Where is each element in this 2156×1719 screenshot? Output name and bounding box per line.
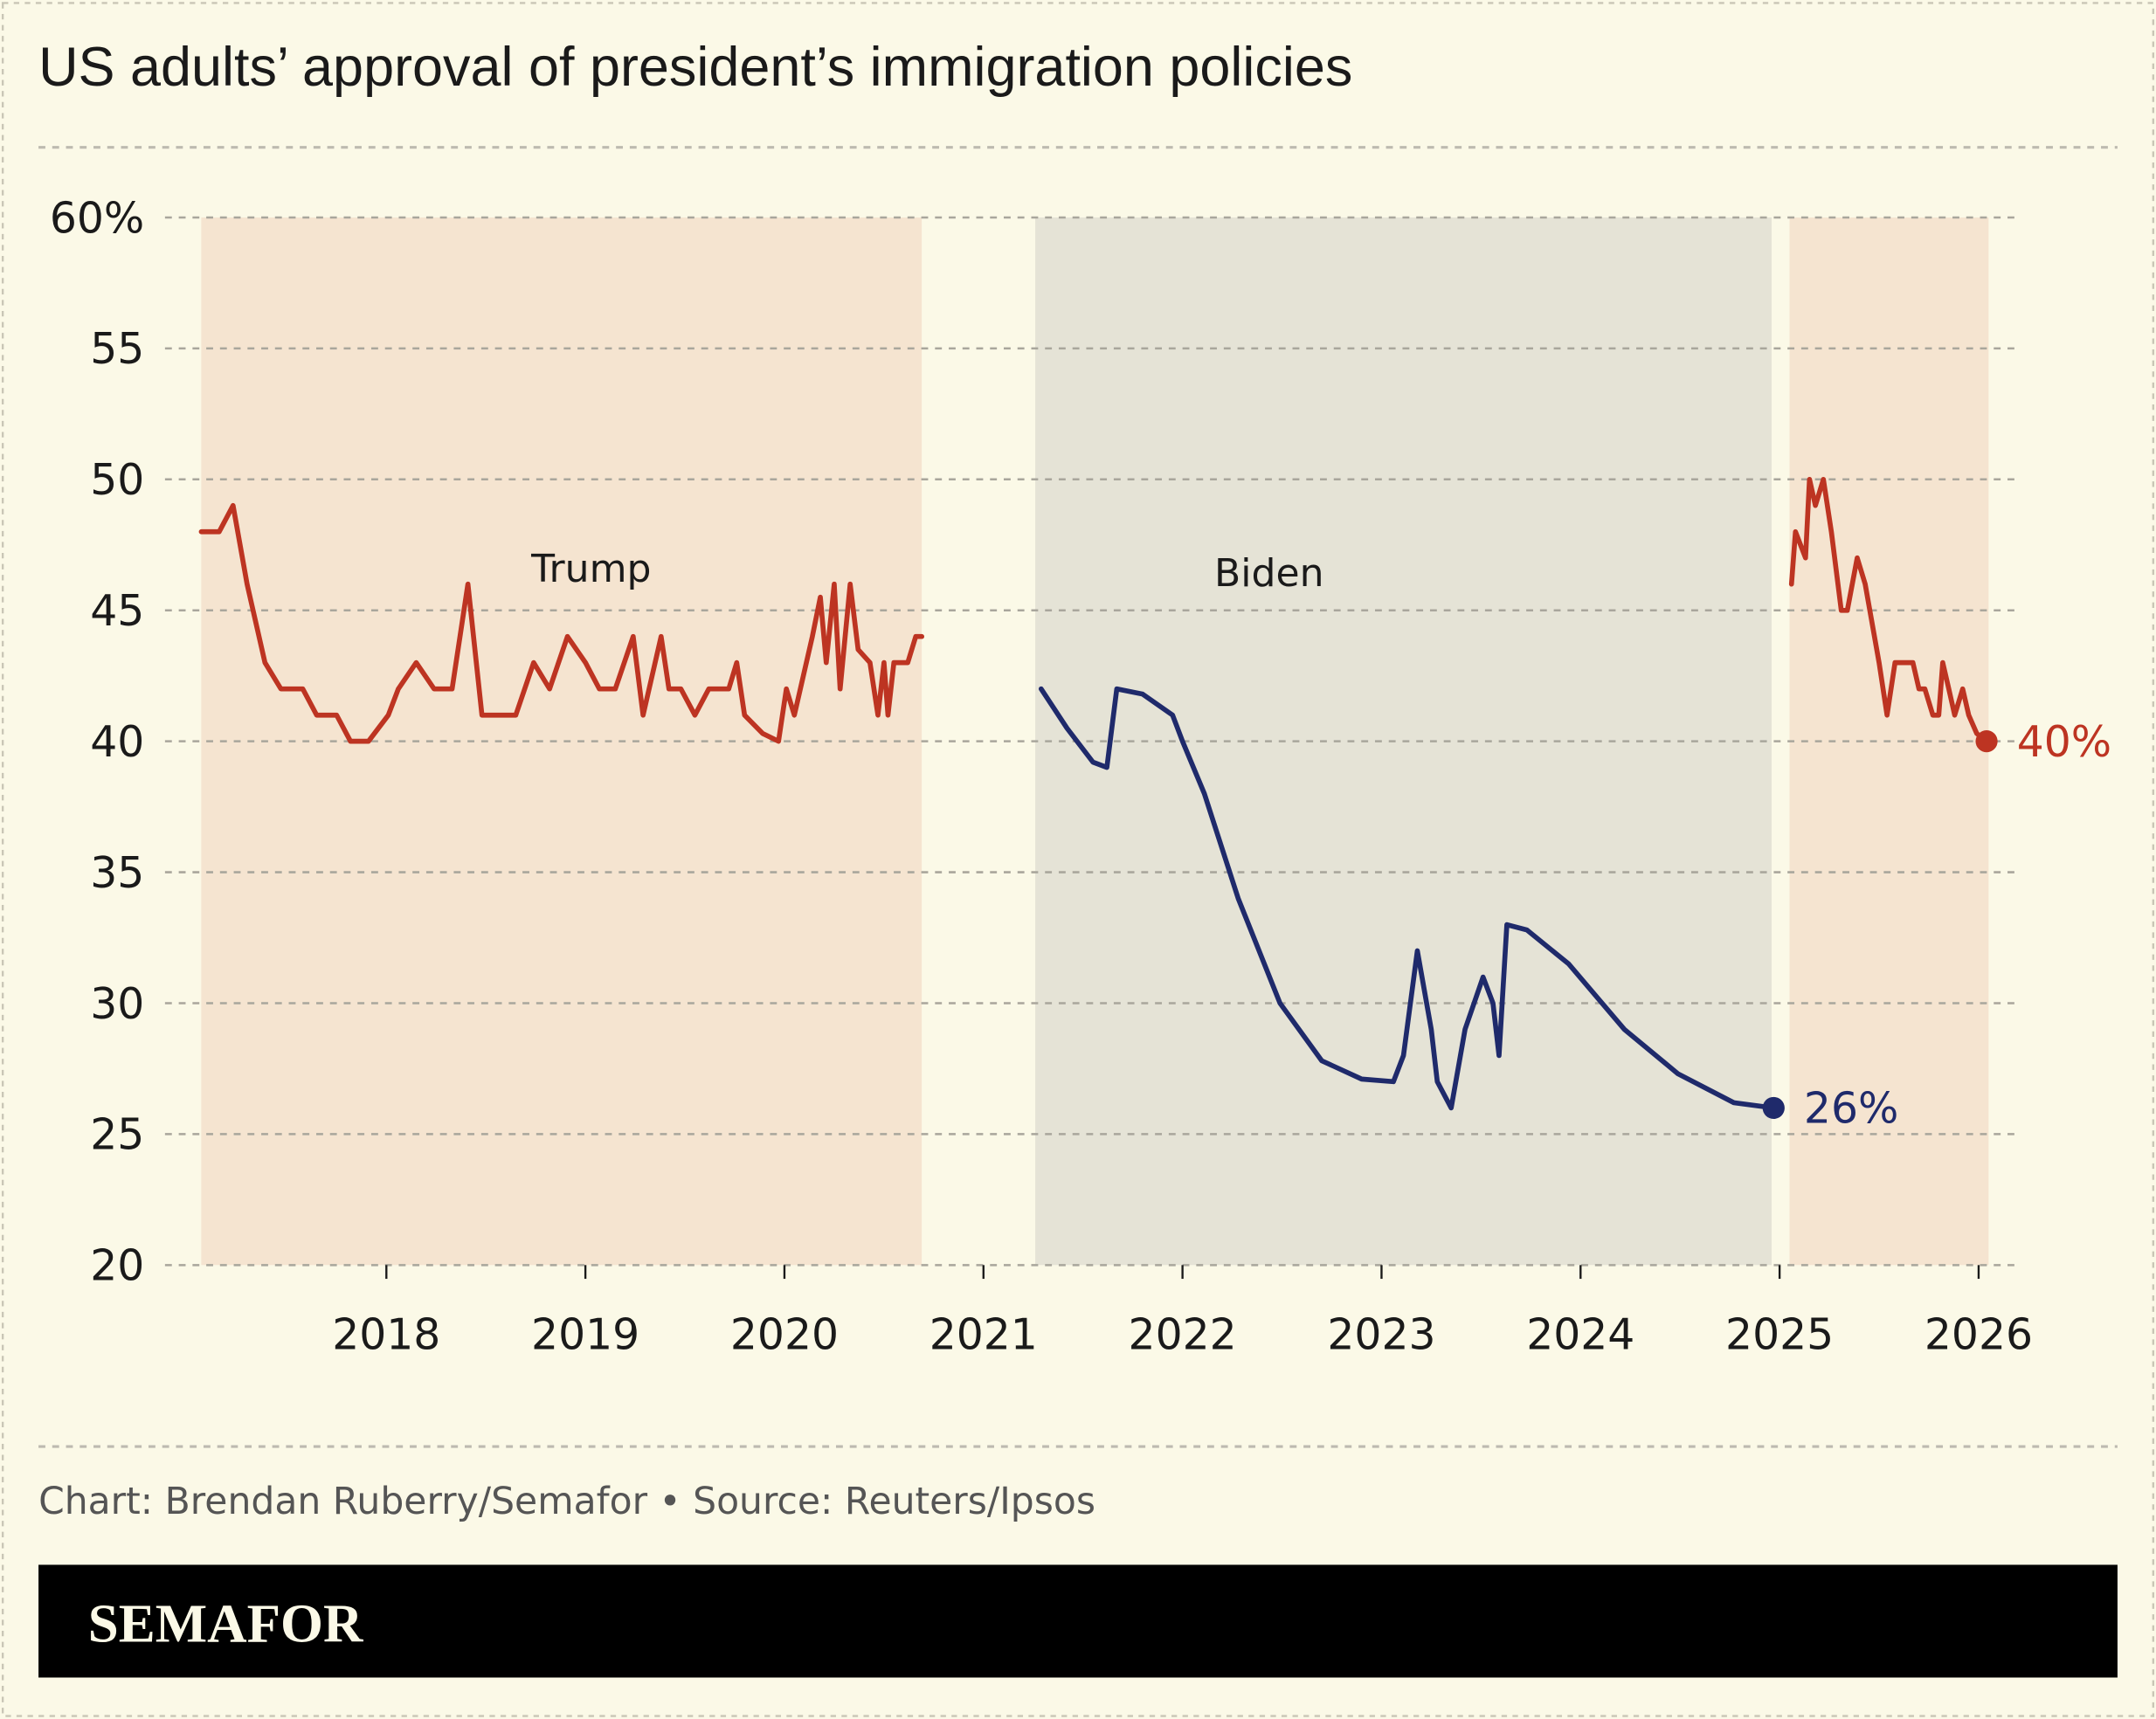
presidency-bands (201, 217, 1989, 1266)
x-tick-label: 2019 (531, 1309, 639, 1359)
end-point-marker (1975, 730, 1998, 753)
x-tick-label: 2021 (929, 1309, 1038, 1359)
annotation-biden: Biden (1214, 551, 1323, 596)
y-tick-label: 50 (90, 455, 144, 505)
y-axis: 60% 55 50 45 40 35 30 25 20 (50, 193, 144, 1290)
y-tick-label: 60% (50, 193, 144, 243)
y-tick-label: 35 (90, 848, 144, 898)
x-tick-label: 2022 (1129, 1309, 1237, 1359)
end-value-label: 26% (1804, 1084, 1898, 1134)
grid (164, 216, 2019, 1267)
chart-title: US adults’ approval of president’s immig… (38, 37, 1352, 98)
y-tick-label: 55 (90, 324, 144, 374)
x-tick-label: 2024 (1526, 1309, 1634, 1359)
end-value-label: 40% (2017, 717, 2111, 767)
source-credit: Chart: Brendan Ruberry/Semafor • Source:… (38, 1481, 1095, 1523)
annotation-trump: Trump (530, 547, 651, 591)
x-tick-label: 2025 (1725, 1309, 1834, 1359)
x-tick-label: 2026 (1925, 1309, 2033, 1359)
brand-bar (38, 1564, 2118, 1678)
y-tick-label: 25 (90, 1110, 144, 1160)
semafor-logo: SEMAFOR (88, 1593, 363, 1654)
x-tick-label: 2020 (730, 1309, 839, 1359)
series-line-0 (198, 502, 925, 744)
x-axis: 2018 2019 2020 2021 2022 2023 2024 2025 2026 (332, 1265, 2033, 1359)
y-tick-label: 20 (90, 1241, 144, 1291)
series-lines: 26% 40% (198, 476, 2111, 1134)
series-line-2 (1788, 476, 1989, 744)
x-tick-label: 2018 (332, 1309, 440, 1359)
end-point-marker (1762, 1096, 1785, 1120)
y-tick-label: 30 (90, 979, 144, 1029)
y-tick-label: 45 (90, 586, 144, 636)
series-line-1 (1038, 686, 1777, 1111)
x-tick-label: 2023 (1327, 1309, 1435, 1359)
y-tick-label: 40 (90, 717, 144, 767)
